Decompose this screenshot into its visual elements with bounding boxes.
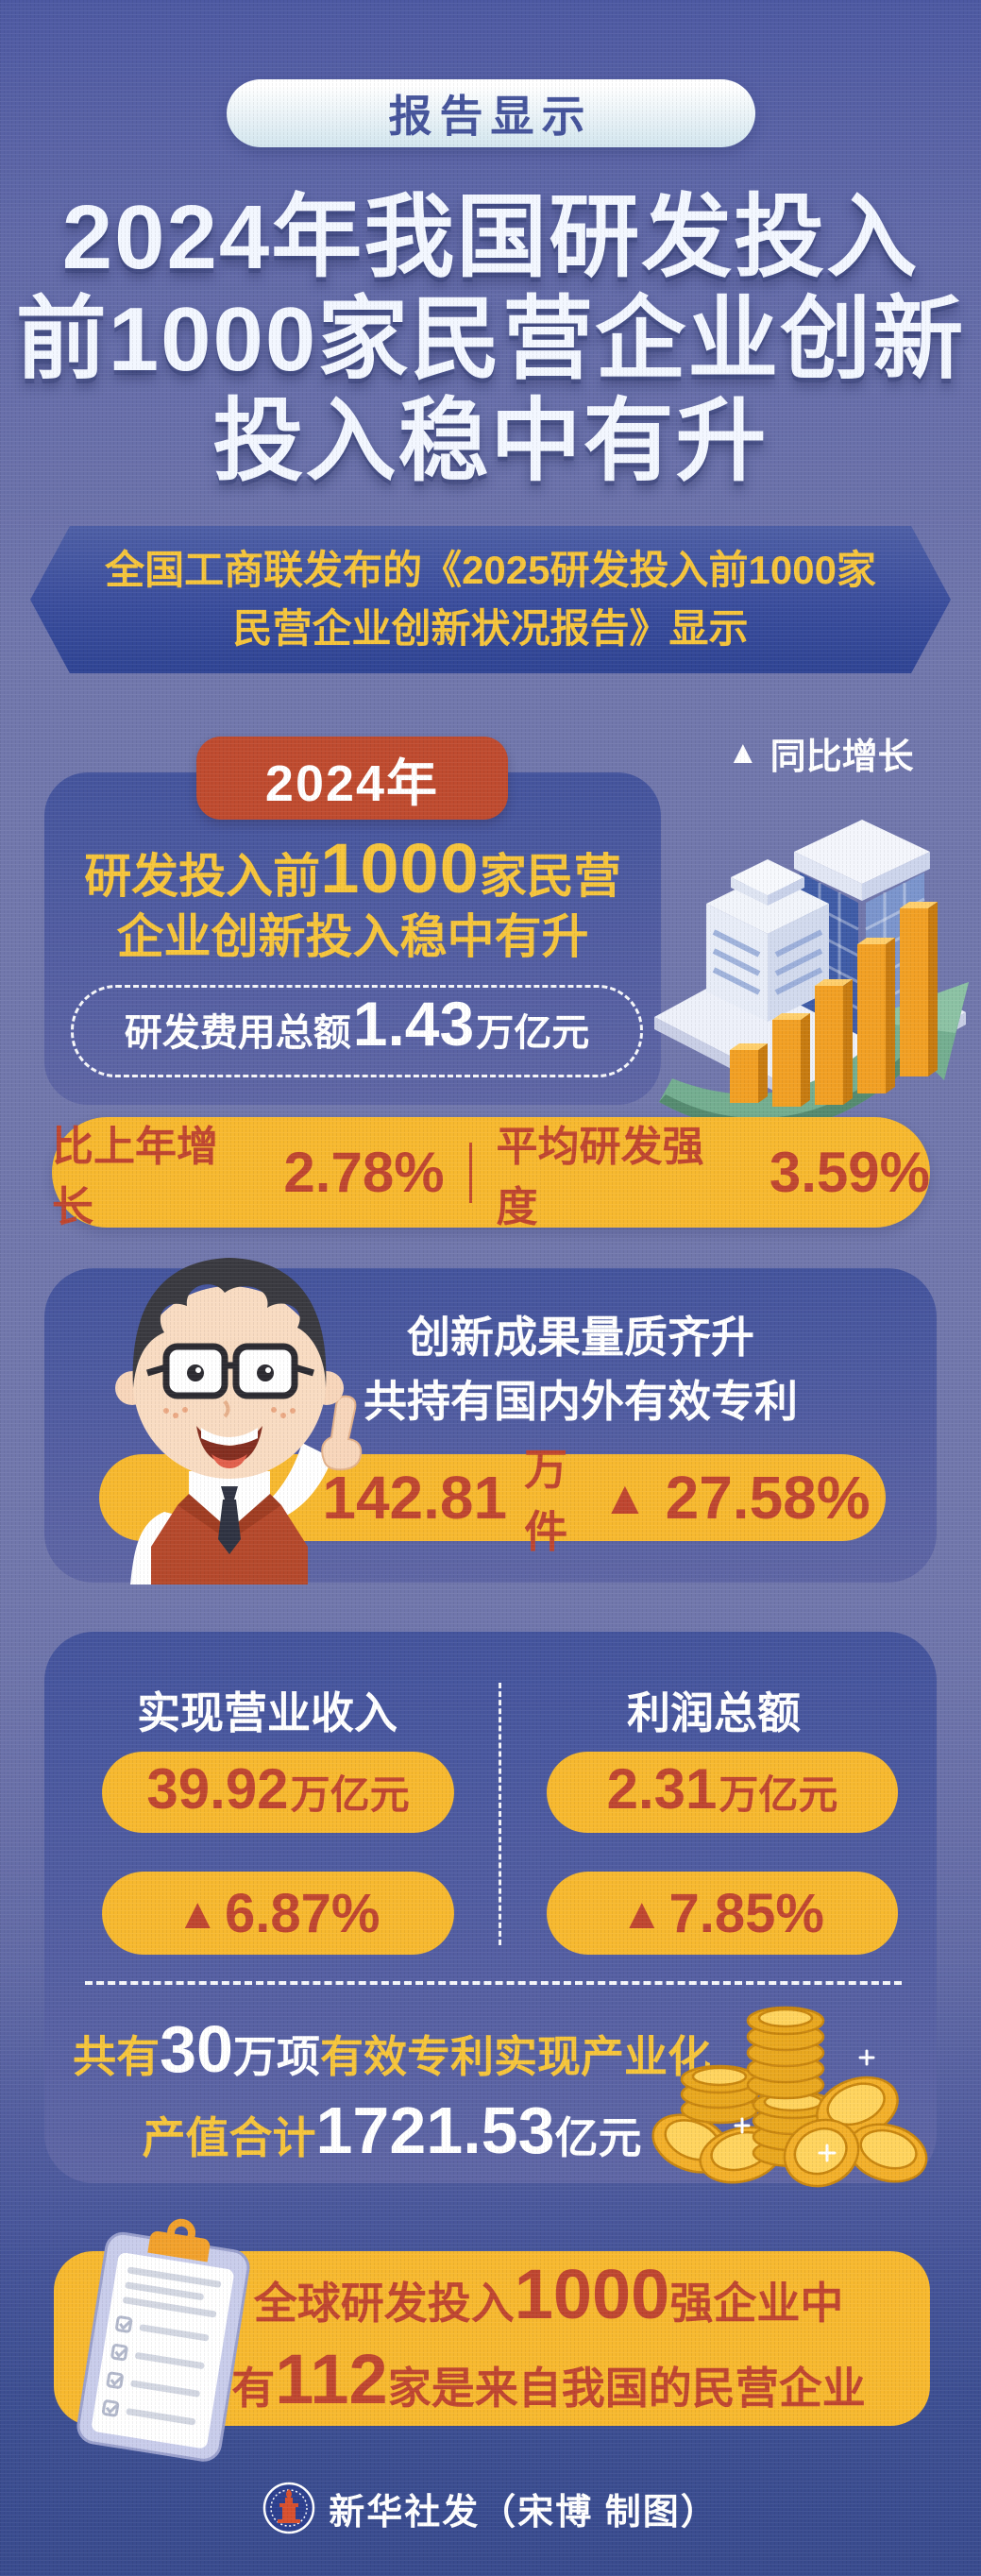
revenue-value-pill: 39.92 万亿元: [102, 1752, 454, 1833]
section-dashed-divider: [85, 1981, 902, 1985]
rd-headline-line-2: 企业创新投入稳中有升: [116, 910, 589, 963]
growth-right-value: 3.59%: [769, 1141, 930, 1204]
patents-headline: 创新成果量质齐升 共持有国内外有效专利: [283, 1305, 878, 1433]
rd-total-label: 研发费用总额: [124, 1012, 351, 1054]
column-dashed-divider: [499, 1683, 501, 1945]
industrialization-line-1: 共有 30 万项 有效专利实现产业化: [57, 2011, 727, 2093]
rd-headline-number: 1000: [320, 829, 480, 907]
patents-delta-value: 27.58%: [665, 1464, 871, 1532]
rd-investment-card: [44, 772, 661, 1105]
patents-line-1: 创新成果量质齐升: [407, 1313, 754, 1362]
indus-l2-pre: 产值合计: [142, 2113, 316, 2162]
global-l2-post: 家是来自我国的民营企业: [387, 2363, 866, 2413]
revenue-delta: 6.87%: [225, 1882, 381, 1944]
profit-value: 2.31: [606, 1757, 718, 1821]
rd-headline: 研发投入前1000家民营 企业创新投入稳中有升: [44, 834, 661, 971]
page-title: 2024年我国研发投入 前1000家民营企业创新 投入稳中有升: [0, 187, 981, 493]
building-growth-illustration: [640, 776, 973, 1133]
growth-left-value: 2.78%: [283, 1141, 445, 1204]
patents-line-2: 共持有国内外有效专利: [364, 1377, 798, 1426]
title-line-2: 前1000家民营企业创新: [15, 289, 966, 390]
indus-l1-pre: 共有: [73, 2032, 161, 2081]
industrialization-line-2: 产值合计 1721.53 亿元: [57, 2093, 727, 2174]
up-triangle-icon: ▲: [176, 1889, 220, 1938]
up-triangle-icon: ▲: [620, 1889, 664, 1938]
up-triangle-icon: ▲: [601, 1471, 649, 1524]
title-line-3: 投入稳中有升: [212, 391, 769, 492]
patents-pill: 142.81 万件 ▲ 27.58%: [99, 1445, 886, 1556]
yoy-legend: ▲ 同比增长: [727, 727, 944, 779]
indus-l1-number: 30: [160, 2012, 233, 2086]
rd-headline-post: 家民营: [479, 850, 621, 903]
rd-total-value: 1.43: [352, 989, 475, 1059]
profit-value-pill: 2.31 万亿元: [547, 1752, 898, 1833]
profit-unit: 万亿元: [719, 1772, 838, 1817]
growth-left-label: 比上年增长: [52, 1123, 218, 1230]
global-line-1: 全球研发投入 1000 强企业中: [254, 2254, 844, 2339]
indus-l1-post: 有效专利实现产业化: [319, 2032, 711, 2081]
global-l2-number: 112: [275, 2339, 388, 2418]
report-badge-label: 报告显示: [388, 92, 593, 141]
title-line-1: 2024年我国研发投入: [61, 187, 920, 288]
global-l1-number: 1000: [514, 2254, 670, 2333]
indus-l2-unit: 亿元: [554, 2113, 642, 2162]
rd-headline-line-1: 研发投入前1000家民营: [44, 834, 661, 904]
indus-l1-mid: 万项: [232, 2032, 320, 2081]
banner-line-1: 全国工商联发布的《2025研发投入前1000家: [105, 548, 876, 592]
patents-count-value: 142.81: [322, 1464, 508, 1532]
credit-line: 新华社发（宋博 制图）: [329, 2492, 719, 2533]
up-triangle-icon: ▲: [727, 735, 759, 771]
rd-total-box: 研发费用总额 1.43 万亿元: [71, 985, 643, 1077]
global-l1-post: 强企业中: [669, 2278, 844, 2328]
revenue-unit: 万亿元: [290, 1772, 410, 1817]
growth-right-label: 平均研发强度: [496, 1123, 704, 1230]
footer: 新华社发（宋博 制图）: [0, 2482, 981, 2534]
source-banner: 全国工商联发布的《2025研发投入前1000家 民营企业创新状况报告》显示: [30, 526, 951, 673]
global-line-2: 有 112 家是来自我国的民营企业: [231, 2339, 865, 2424]
rd-headline-pre: 研发投入前: [84, 850, 321, 903]
growth-pill: 比上年增长 2.78% 平均研发强度 3.59%: [52, 1117, 930, 1230]
industrialization-text: 共有 30 万项 有效专利实现产业化 产值合计 1721.53 亿元: [57, 2011, 727, 2174]
indus-l2-number: 1721.53: [315, 2093, 555, 2167]
year-badge-label: 2024年: [264, 754, 440, 812]
profit-delta-pill: ▲ 7.85%: [547, 1872, 898, 1955]
yoy-legend-label: 同比增长: [770, 737, 914, 777]
report-badge: 报告显示: [226, 79, 755, 147]
banner-line-2: 民营企业创新状况报告》显示: [232, 606, 749, 651]
global-l1-pre: 全球研发投入: [253, 2278, 515, 2328]
rd-total-unit: 万亿元: [476, 1012, 590, 1054]
global-rank-box: 全球研发投入 1000 强企业中 有 112 家是来自我国的民营企业: [54, 2251, 930, 2426]
revenue-value: 39.92: [146, 1757, 289, 1821]
patents-count-unit: 万件: [524, 1445, 568, 1556]
year-badge: 2024年: [196, 737, 508, 820]
divider: [468, 1142, 472, 1203]
revenue-title: 实现营业收入: [137, 1688, 397, 1737]
global-l2-pre: 有: [231, 2363, 276, 2413]
profit-title: 利润总额: [627, 1688, 801, 1737]
revenue-delta-pill: ▲ 6.87%: [102, 1872, 454, 1955]
profit-delta: 7.85%: [668, 1882, 824, 1944]
xinhua-logo-icon: [262, 2482, 315, 2534]
